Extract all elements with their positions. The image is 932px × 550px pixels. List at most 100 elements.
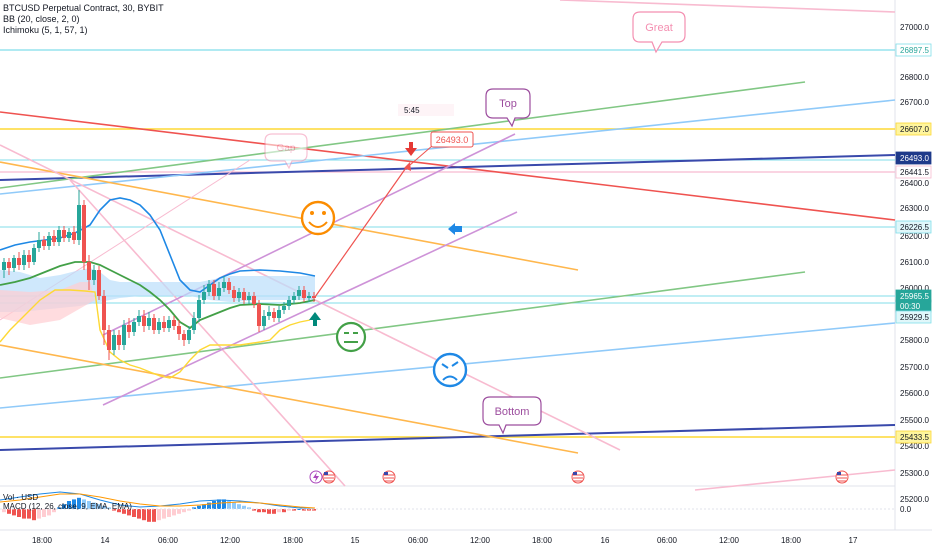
candle[interactable]: [227, 278, 231, 294]
candle[interactable]: [292, 292, 296, 304]
happy-face-icon[interactable]: [300, 200, 336, 236]
trendline-pink-top[interactable]: [559, 0, 896, 13]
candle[interactable]: [57, 226, 61, 246]
arrow-green-up-icon[interactable]: [309, 312, 321, 326]
candle[interactable]: [7, 258, 11, 275]
chart-legend[interactable]: BTCUSD Perpetual Contract, 30, BYBIT BB …: [3, 3, 164, 36]
candle[interactable]: [197, 295, 201, 322]
time-axis[interactable]: 18:00 14 06:00 12:00 18:00 15 06:00 12:00 18:00 1…: [32, 536, 858, 545]
candle[interactable]: [207, 280, 211, 296]
candle[interactable]: [152, 314, 156, 334]
candle[interactable]: [162, 316, 166, 332]
candle[interactable]: [187, 326, 191, 344]
candlesticks[interactable]: [2, 190, 316, 360]
candle[interactable]: [137, 310, 141, 326]
candle[interactable]: [27, 250, 31, 268]
candle[interactable]: [32, 244, 36, 265]
candle[interactable]: [182, 330, 186, 346]
trendline-navy-bottom[interactable]: [0, 424, 896, 451]
trendline-green-lower[interactable]: [0, 271, 806, 379]
candle[interactable]: [287, 296, 291, 310]
candle[interactable]: [37, 232, 41, 252]
lightning-icon[interactable]: [309, 470, 323, 484]
candle[interactable]: [172, 316, 176, 330]
candle[interactable]: [157, 318, 161, 334]
candle[interactable]: [217, 282, 221, 300]
candle[interactable]: [62, 226, 66, 242]
callout-great[interactable]: Great: [632, 11, 686, 54]
us-flag-event-icon[interactable]: [571, 470, 585, 484]
event-markers[interactable]: [309, 470, 849, 484]
us-flag-event-icon[interactable]: [322, 470, 336, 484]
candle[interactable]: [277, 306, 281, 322]
candle[interactable]: [132, 318, 136, 336]
us-flag-event-icon[interactable]: [835, 470, 849, 484]
trendline-purple-upper[interactable]: [102, 133, 516, 336]
arrow-blue-left-icon[interactable]: [448, 223, 462, 235]
candle[interactable]: [177, 320, 181, 340]
candle[interactable]: [297, 286, 301, 300]
candle[interactable]: [127, 318, 131, 338]
trendline-orange-lower[interactable]: [0, 344, 579, 454]
candle[interactable]: [122, 320, 126, 350]
indicator-legend[interactable]: Vol · USD MACD (12, 26, close, 9, EMA, E…: [3, 493, 132, 511]
trendline-green-upper[interactable]: [0, 81, 806, 189]
candle[interactable]: [272, 308, 276, 322]
candle[interactable]: [42, 236, 46, 250]
candle[interactable]: [247, 292, 251, 304]
candle[interactable]: [117, 330, 121, 350]
trendline-orange-upper[interactable]: [0, 161, 579, 271]
candle[interactable]: [212, 280, 216, 300]
candle[interactable]: [267, 306, 271, 320]
arrow-red-down-icon[interactable]: [405, 142, 417, 156]
trendline-purple-lower[interactable]: [102, 211, 518, 406]
candle[interactable]: [2, 258, 6, 278]
symbol-title[interactable]: BTCUSD Perpetual Contract, 30, BYBIT: [3, 3, 164, 13]
candle[interactable]: [167, 316, 171, 332]
bb-legend[interactable]: BB (20, close, 2, 0): [3, 14, 80, 24]
candle[interactable]: [252, 292, 256, 308]
worried-face-icon[interactable]: [432, 352, 468, 388]
macd-legend[interactable]: MACD (12, 26, close, 9, EMA, EMA): [3, 502, 132, 511]
volume-legend[interactable]: Vol · USD: [3, 493, 39, 502]
candle[interactable]: [82, 200, 86, 270]
candle[interactable]: [282, 302, 286, 314]
candle[interactable]: [107, 325, 111, 360]
us-flag-event-icon[interactable]: [382, 470, 396, 484]
candle[interactable]: [142, 310, 146, 332]
candle[interactable]: [52, 230, 56, 246]
projection-arrow[interactable]: [314, 145, 433, 298]
candle[interactable]: [87, 255, 91, 290]
candle[interactable]: [307, 292, 311, 302]
candle[interactable]: [92, 265, 96, 285]
candle[interactable]: [12, 255, 16, 272]
candle[interactable]: [232, 286, 236, 302]
candle[interactable]: [242, 288, 246, 304]
candle[interactable]: [47, 232, 51, 250]
candle[interactable]: [17, 252, 21, 270]
macd-pane[interactable]: [2, 497, 316, 522]
candle[interactable]: [222, 276, 226, 292]
callout-gap[interactable]: Gap: [264, 133, 308, 170]
candle[interactable]: [112, 330, 116, 355]
projection-line[interactable]: [314, 164, 409, 298]
candle[interactable]: [237, 288, 241, 302]
candle[interactable]: [72, 226, 76, 244]
candle[interactable]: [312, 292, 316, 302]
callout-top[interactable]: Top: [485, 88, 531, 128]
candle[interactable]: [192, 312, 196, 334]
trendline-pink-steep[interactable]: [69, 179, 346, 487]
ichimoku-legend[interactable]: Ichimoku (5, 1, 57, 1): [3, 25, 88, 35]
candle[interactable]: [202, 285, 206, 304]
trendline-red[interactable]: [0, 111, 896, 221]
candle[interactable]: [77, 190, 81, 245]
callout-bottom[interactable]: Bottom: [482, 396, 542, 435]
candle[interactable]: [67, 228, 71, 242]
candle[interactable]: [147, 312, 151, 330]
candle[interactable]: [262, 310, 266, 330]
candle[interactable]: [22, 250, 26, 270]
neutral-face-icon[interactable]: [335, 321, 367, 353]
candle[interactable]: [257, 300, 261, 332]
